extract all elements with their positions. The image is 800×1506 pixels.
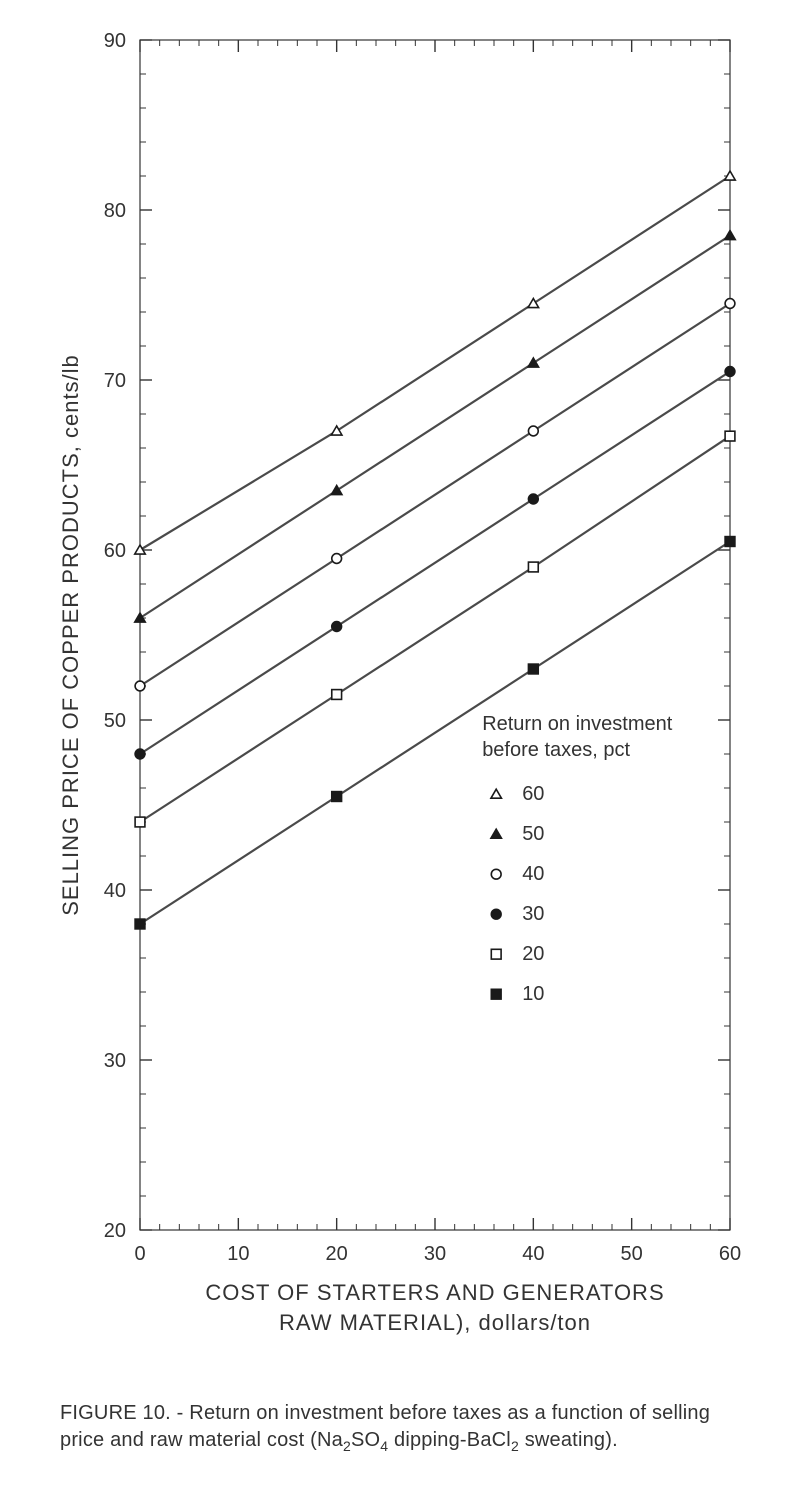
caption-text-3: dipping-BaCl [388, 1429, 511, 1451]
legend-item-label: 50 [522, 823, 544, 845]
figure-caption: FIGURE 10. - Return on investment before… [60, 1400, 760, 1456]
series-marker [332, 622, 342, 632]
series-marker [135, 681, 145, 691]
legend-item-label: 20 [522, 943, 544, 965]
y-tick-label: 50 [104, 710, 126, 732]
y-tick-label: 80 [104, 200, 126, 222]
x-tick-label: 40 [522, 1243, 544, 1265]
series-marker [332, 554, 342, 564]
legend-title-line2: before taxes, pct [482, 739, 630, 761]
legend-item-label: 30 [522, 903, 544, 925]
y-axis-label: SELLING PRICE OF COPPER PRODUCTS, cents/… [58, 354, 83, 916]
caption-sub-1: 2 [343, 1438, 351, 1454]
series-marker [332, 690, 342, 700]
series-marker [528, 562, 538, 572]
y-tick-label: 30 [104, 1050, 126, 1072]
x-tick-label: 50 [621, 1243, 643, 1265]
figure-number: FIGURE 10. [60, 1402, 171, 1424]
series-marker [528, 426, 538, 436]
x-tick-label: 30 [424, 1243, 446, 1265]
legend-item: 10 [491, 983, 544, 1005]
y-tick-label: 90 [104, 30, 126, 52]
x-tick-label: 20 [326, 1243, 348, 1265]
legend-item-label: 60 [522, 783, 544, 805]
series-marker [528, 664, 538, 674]
y-tick-label: 20 [104, 1220, 126, 1242]
legend-item: 60 [491, 783, 545, 805]
legend-title-line1: Return on investment [482, 713, 673, 735]
series-marker [725, 231, 736, 240]
series-marker [528, 494, 538, 504]
y-tick-label: 40 [104, 880, 126, 902]
legend-item: 50 [491, 823, 545, 845]
legend: Return on investment before taxes, pct 60 5… [482, 713, 673, 1005]
y-tick-label: 70 [104, 370, 126, 392]
roi-chart: 0 10 20 30 40 50 60 20 30 40 50 60 70 80 90 COST OF STA… [40, 20, 760, 1380]
series-line [140, 236, 730, 619]
page: 0 10 20 30 40 50 60 20 30 40 50 60 70 80 90 COST OF STA… [0, 0, 800, 1506]
series-marker [725, 299, 735, 309]
series-marker [135, 749, 145, 759]
caption-sub-3: 2 [511, 1438, 519, 1454]
x-tick-label: 10 [227, 1243, 249, 1265]
chart-container: 0 10 20 30 40 50 60 20 30 40 50 60 70 80 90 COST OF STA… [40, 20, 760, 1380]
legend-item-label: 40 [522, 863, 544, 885]
x-tick-label: 60 [719, 1243, 741, 1265]
x-axis-label-line2: RAW MATERIAL), dollars/ton [279, 1310, 591, 1335]
series-marker [135, 817, 145, 827]
caption-text-2: SO [351, 1429, 380, 1451]
y-tick-label: 60 [104, 540, 126, 562]
series-marker [725, 537, 735, 547]
legend-item: 20 [491, 943, 544, 965]
legend-item: 40 [491, 863, 544, 885]
x-tick-label: 0 [134, 1243, 145, 1265]
caption-text-4: sweating). [519, 1429, 618, 1451]
legend-item: 30 [491, 903, 544, 925]
series-marker [135, 919, 145, 929]
series-marker [332, 792, 342, 802]
legend-item-label: 10 [522, 983, 544, 1005]
series-marker [725, 431, 735, 441]
x-axis-label-line1: COST OF STARTERS AND GENERATORS [205, 1280, 664, 1305]
series-marker [725, 367, 735, 377]
series-line [140, 372, 730, 755]
